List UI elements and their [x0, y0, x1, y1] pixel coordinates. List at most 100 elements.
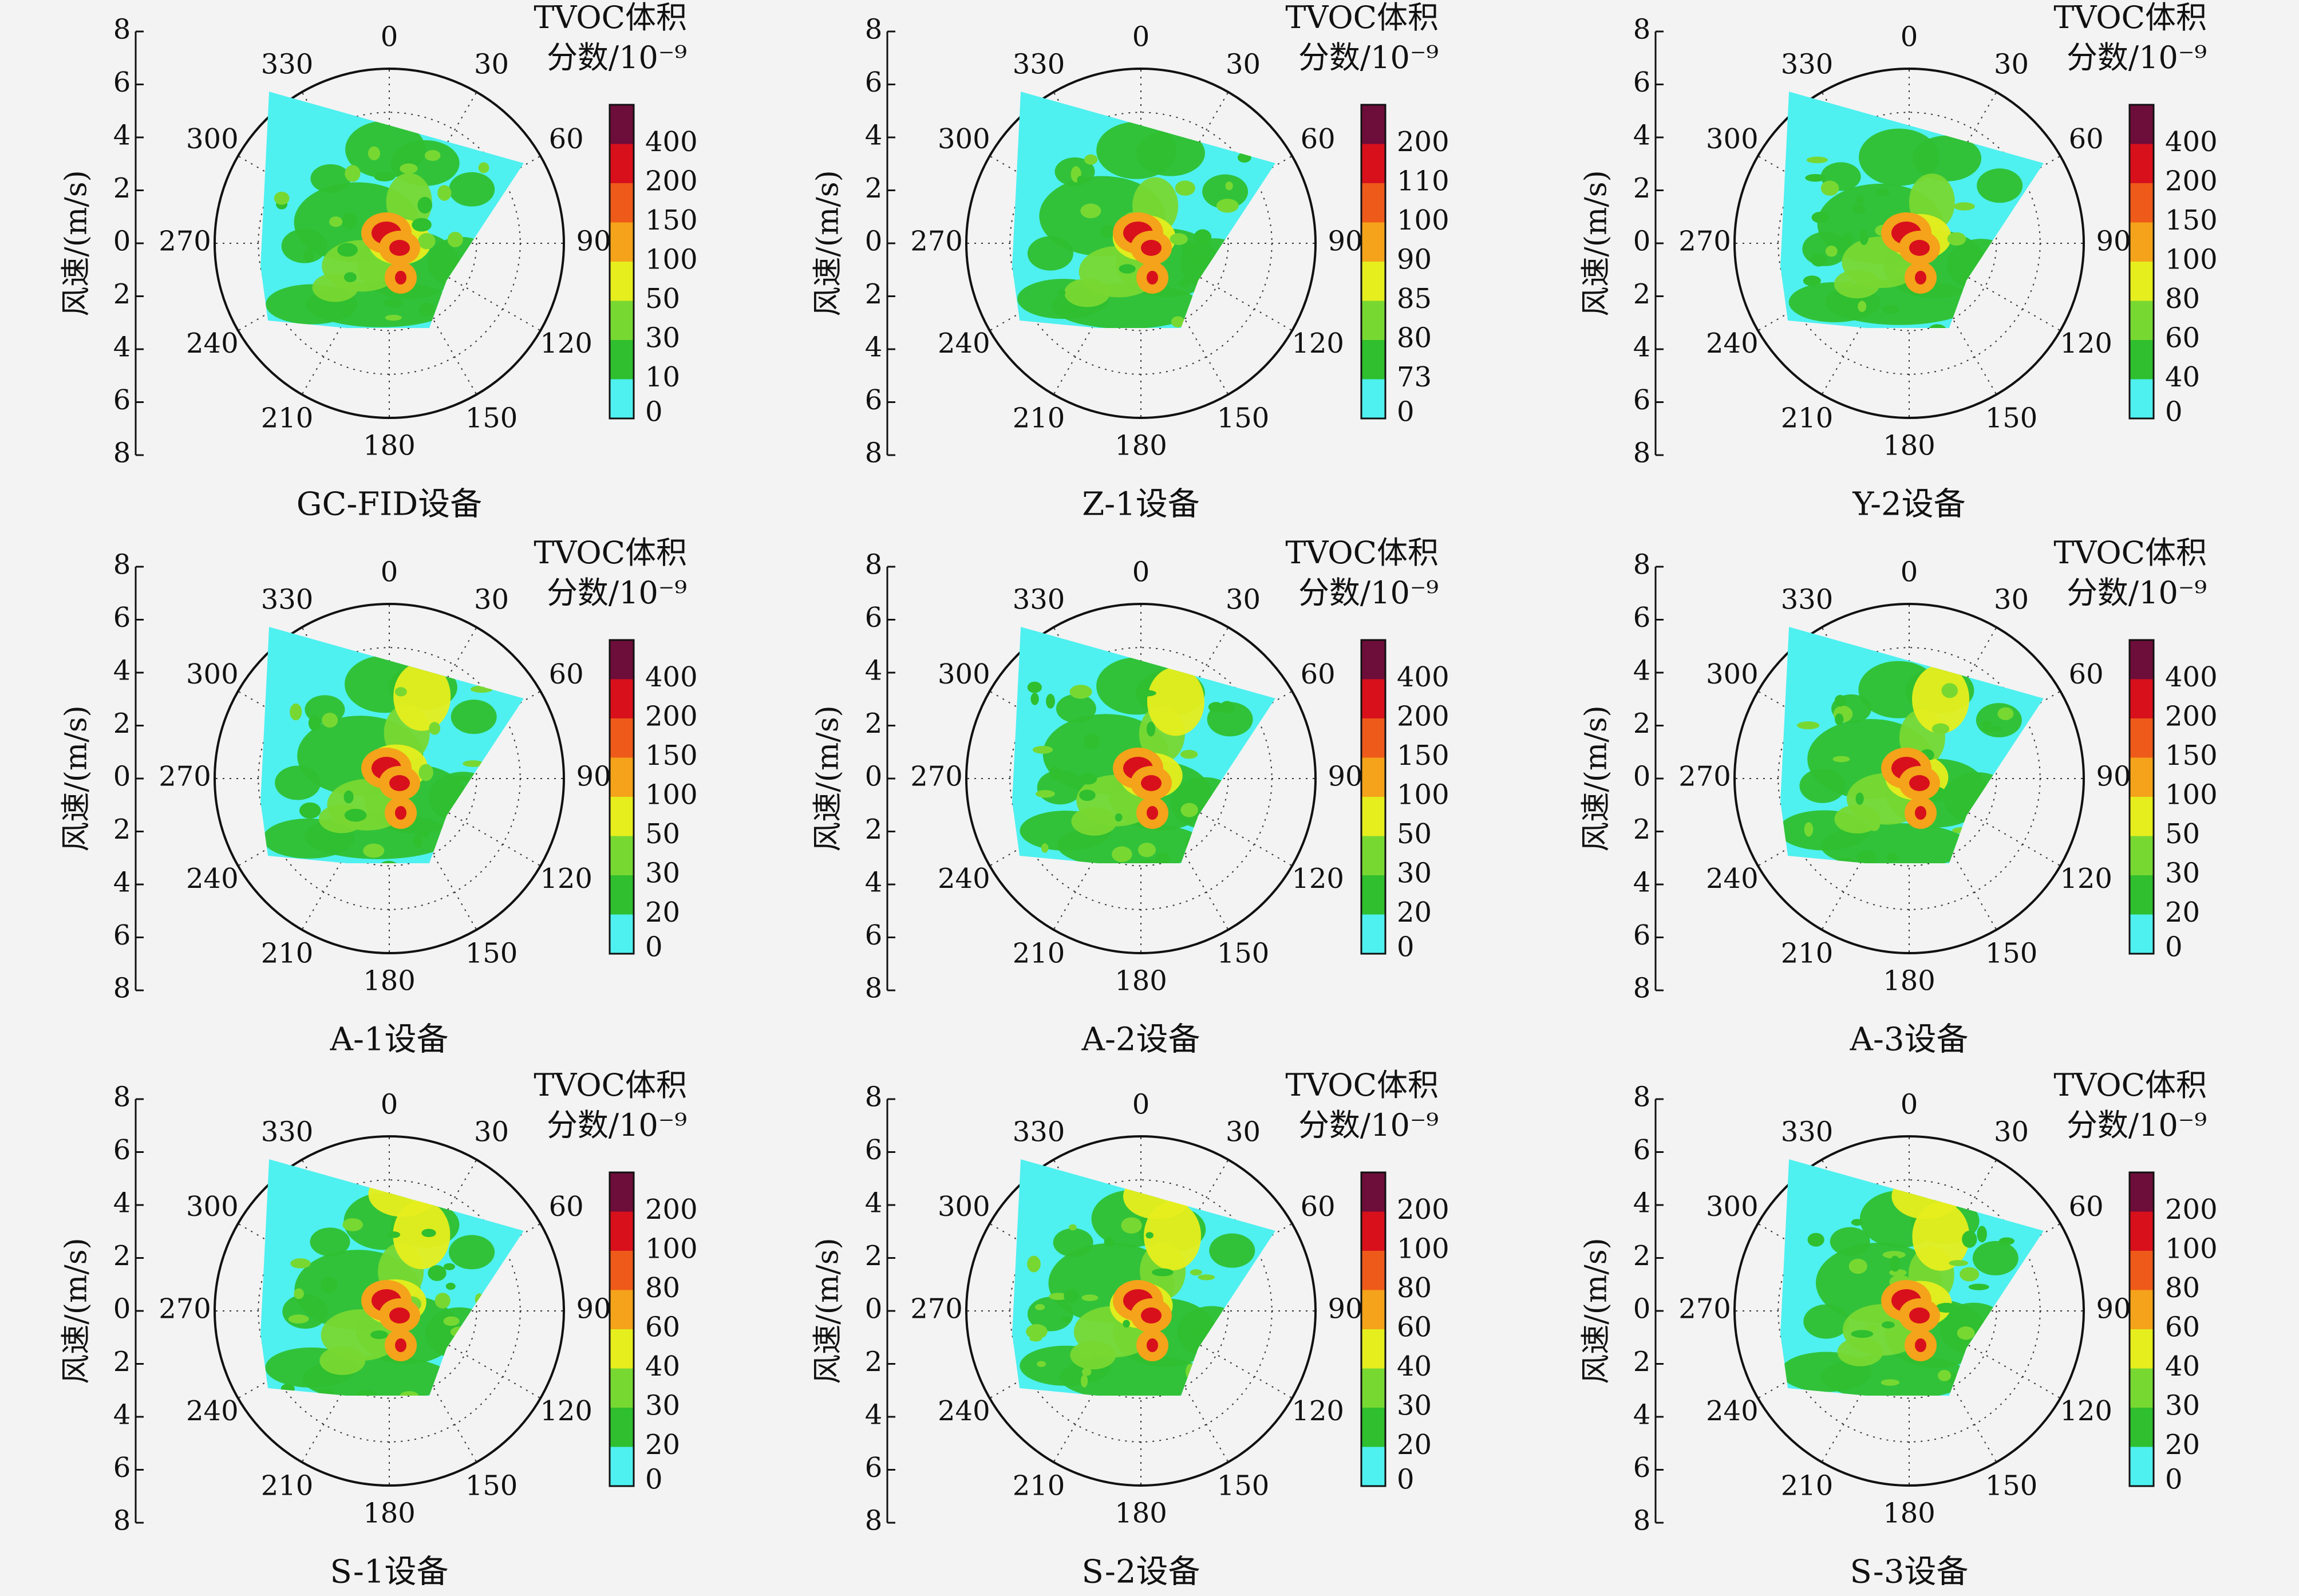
- colorbar-tick-label: 200: [645, 701, 698, 733]
- polar-outer-ring: [1733, 68, 2085, 419]
- colorbar-swatch: [1361, 379, 1385, 418]
- colorbar-swatch: [610, 262, 634, 301]
- colorbar-swatch: [2130, 1408, 2154, 1447]
- heat-speck: [1834, 858, 1857, 863]
- colorbar-tick-label: 30: [645, 858, 680, 890]
- heat-speck: [1851, 1330, 1874, 1338]
- wind-speed-tick-label: 0: [113, 1293, 131, 1325]
- colorbar-tick-label: 150: [2165, 204, 2218, 236]
- wind-speed-tick-label: 2: [1633, 278, 1651, 310]
- angle-tick-label: 60: [1301, 123, 1336, 155]
- colorbar-tick-label: 150: [2165, 740, 2218, 772]
- heat-speck: [445, 1282, 456, 1290]
- heat-speck: [400, 163, 418, 174]
- heat-speck: [281, 1384, 295, 1394]
- colorbar-swatch: [610, 757, 634, 797]
- wind-speed-tick-label: 0: [1633, 1293, 1651, 1325]
- wind-speed-tick-label: 4: [113, 120, 131, 152]
- colorbar-swatch: [1361, 1408, 1385, 1447]
- heat-speck: [1139, 859, 1160, 863]
- angle-tick-label: 210: [261, 402, 314, 434]
- heat-speck: [1998, 845, 2010, 856]
- angle-tick-label: 210: [1013, 402, 1065, 434]
- heat-blob: [449, 172, 495, 207]
- wind-speed-tick-label: 8: [865, 437, 883, 469]
- heat-speck: [1137, 689, 1153, 697]
- wind-speed-tick-label: 4: [113, 1399, 131, 1431]
- angle-tick-label: 240: [938, 327, 990, 360]
- heat-blob: [310, 1227, 350, 1257]
- angle-tick-label: 240: [186, 327, 239, 360]
- heat-speck: [363, 843, 385, 858]
- angle-tick-label: 150: [1217, 938, 1270, 970]
- heat-speck: [1886, 852, 1898, 862]
- heat-speck: [343, 272, 357, 282]
- heat-blob: [1037, 770, 1083, 805]
- heat-speck: [1084, 154, 1098, 165]
- heat-speck: [1797, 721, 1820, 730]
- heat-speck: [1982, 721, 1992, 728]
- wind-speed-tick-label: 4: [1633, 655, 1651, 687]
- heat-hotspot: [1141, 775, 1162, 791]
- heat-speck: [318, 1388, 334, 1396]
- subplot-title: GC-FID设备: [297, 486, 482, 523]
- colorbar-swatch: [2130, 1329, 2154, 1369]
- heat-speck: [1100, 224, 1115, 238]
- colorbar-tick-label: 40: [1397, 1350, 1432, 1382]
- heat-speck: [1175, 180, 1195, 196]
- heat-speck: [357, 1390, 377, 1396]
- colorbar-swatch: [610, 1211, 634, 1251]
- colorbar-tick-label: 20: [1397, 896, 1432, 929]
- heat-speck: [1079, 789, 1096, 801]
- colorbar-swatch: [2130, 1172, 2154, 1212]
- wind-speed-tick-label: 2: [113, 708, 131, 740]
- colorbar-title: 分数/10⁻⁹: [547, 39, 687, 76]
- colorbar-frame: [1360, 639, 1386, 955]
- heat-speck: [1927, 324, 1948, 328]
- colorbar-tick-label: 100: [1397, 204, 1449, 236]
- heat-speck: [481, 796, 500, 811]
- angle-tick-label: 120: [1291, 863, 1344, 895]
- heat-blob: [1053, 1228, 1093, 1257]
- colorbar-tick-label: 0: [645, 1464, 663, 1496]
- heat-speck: [1238, 293, 1258, 302]
- heat-speck: [1078, 1344, 1096, 1359]
- heat-speck: [1998, 1237, 2014, 1245]
- colorbar-swatch: [2130, 105, 2154, 144]
- colorbar-tick-label: 20: [2165, 896, 2200, 929]
- colorbar-tick-label: 20: [2165, 1429, 2200, 1461]
- colorbar-tick-label: 400: [2165, 661, 2218, 693]
- heat-speck: [1104, 1236, 1115, 1247]
- colorbar-tick-label: 80: [2165, 283, 2200, 315]
- colorbar-swatch: [2130, 1447, 2154, 1486]
- heat-speck: [1180, 749, 1198, 759]
- colorbar-swatch: [1361, 340, 1385, 380]
- angle-tick-label: 270: [910, 226, 963, 258]
- colorbar-swatch: [1361, 718, 1385, 758]
- heat-blob: [275, 765, 321, 800]
- heat-blob: [1123, 1173, 1192, 1219]
- heat-hotspot: [1915, 806, 1926, 820]
- heat-speck: [1811, 253, 1827, 267]
- heat-speck: [413, 833, 423, 848]
- angle-tick-label: 300: [938, 1191, 990, 1223]
- angle-tick-label: 270: [1678, 761, 1731, 793]
- colorbar-tick-label: 50: [1397, 818, 1432, 850]
- wind-speed-tick-label: 2: [1633, 708, 1651, 740]
- wind-speed-tick-label: 8: [1633, 549, 1651, 581]
- heat-blob: [1837, 1337, 1883, 1366]
- colorbar-title: 分数/10⁻⁹: [1298, 1107, 1439, 1143]
- heat-blob: [1064, 278, 1111, 307]
- colorbar-swatch: [610, 1172, 634, 1212]
- angle-tick-label: 180: [363, 430, 416, 462]
- wind-speed-tick-label: 0: [1633, 226, 1651, 258]
- polar-grid-ring: [1053, 155, 1229, 331]
- colorbar-tick-label: 73: [1397, 361, 1432, 393]
- heat-speck: [1968, 1283, 1989, 1290]
- angle-tick-label: 210: [1013, 1470, 1065, 1502]
- wind-speed-tick-label: 4: [113, 331, 131, 364]
- colorbar-tick-label: 30: [2165, 1390, 2200, 1422]
- colorbar-title: TVOC体积: [1285, 535, 1439, 571]
- angle-tick-label: 330: [1013, 48, 1065, 80]
